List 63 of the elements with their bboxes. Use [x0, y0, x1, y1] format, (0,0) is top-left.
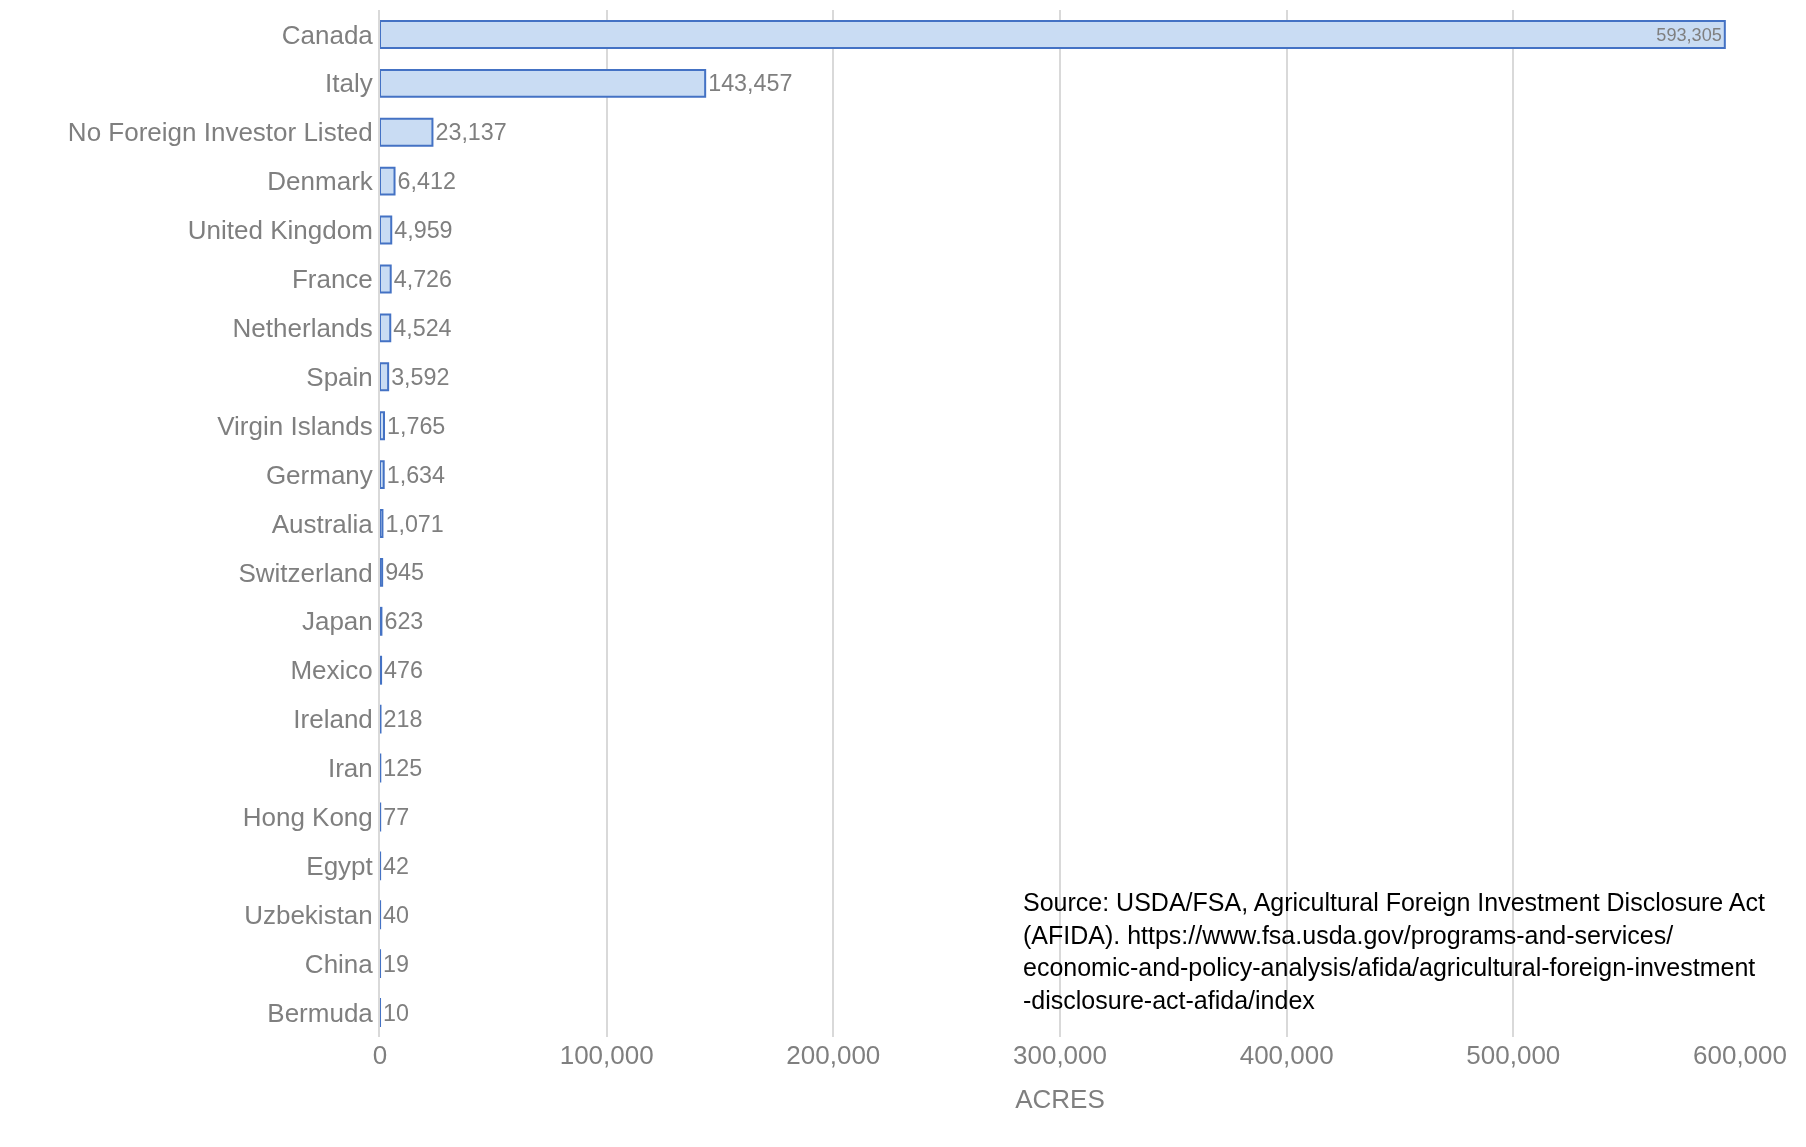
x-tick-label: 600,000 — [1693, 1040, 1787, 1070]
data-label: 19 — [383, 950, 409, 977]
data-label: 623 — [384, 608, 424, 635]
y-tick-label: Iran — [327, 753, 373, 784]
x-tick-label: 500,000 — [1466, 1040, 1561, 1070]
y-tick-label: Hong Kong — [242, 802, 373, 833]
y-tick-label: Uzbekistan — [244, 899, 373, 930]
y-tick-label: Australia — [271, 508, 374, 539]
data-label: 1,634 — [386, 461, 446, 488]
data-label: 3,592 — [391, 363, 450, 390]
data-label: 10 — [383, 999, 409, 1026]
x-tick-label: 200,000 — [786, 1040, 881, 1070]
bar — [380, 411, 385, 441]
x-axis-title: ACRES — [1015, 1083, 1105, 1114]
data-label: 476 — [384, 657, 423, 684]
bar — [380, 362, 390, 392]
bar — [380, 68, 707, 98]
x-tick-label: 0 — [372, 1040, 388, 1070]
bar — [380, 460, 385, 490]
x-tick-label: 100,000 — [559, 1040, 654, 1070]
y-tick-label: China — [304, 948, 374, 979]
x-tick-label: 400,000 — [1239, 1040, 1334, 1070]
y-tick-label: Netherlands — [232, 312, 373, 343]
data-label: 77 — [383, 804, 410, 830]
bar — [380, 313, 392, 343]
y-tick-label: Denmark — [267, 166, 374, 197]
y-tick-label: Italy — [325, 68, 373, 99]
x-tick-label: 300,000 — [1013, 1040, 1107, 1070]
data-label: 945 — [385, 559, 425, 586]
y-tick-label: Switzerland — [238, 557, 373, 588]
data-label: 143,457 — [708, 70, 793, 97]
data-label: 1,765 — [387, 412, 446, 439]
y-tick-label: Mexico — [290, 655, 373, 686]
data-label: 4,726 — [393, 266, 453, 293]
bar — [380, 215, 393, 245]
y-tick-label: Ireland — [293, 704, 373, 735]
data-label: 23,137 — [435, 119, 507, 146]
y-tick-label: Virgin Islands — [217, 410, 373, 441]
data-label: 593,305 — [1656, 24, 1722, 45]
y-tick-label: Spain — [306, 361, 373, 392]
y-tick-label: No Foreign Investor Listed — [67, 117, 373, 148]
y-tick-label: France — [291, 264, 373, 295]
y-tick-label: Canada — [281, 19, 374, 50]
y-tick-label: Bermuda — [267, 997, 374, 1028]
data-label: 4,959 — [394, 217, 453, 244]
y-tick-label: United Kingdom — [187, 215, 373, 246]
data-label: 125 — [383, 755, 423, 782]
bar — [380, 20, 1726, 49]
bar — [380, 509, 384, 538]
annotation: Source: USDA/FSA, Agricultural Foreign Investment Disclosure Act (AFIDA). https://www.fsa.usda.gov/programs-and-services/ economic-and-policy-analysis/afida/agricultural-foreign-investment -disclosure-act-afida/index — [1023, 888, 1766, 1014]
data-label: 40 — [383, 901, 410, 928]
data-label: 1,071 — [385, 510, 444, 537]
data-label: 4,524 — [393, 314, 452, 341]
bar — [380, 557, 384, 587]
bar — [380, 117, 434, 147]
data-label: 42 — [383, 852, 410, 879]
bar — [380, 166, 396, 196]
bar — [380, 264, 392, 294]
data-label: 6,412 — [397, 168, 456, 195]
y-tick-label: Japan — [301, 606, 373, 637]
y-tick-label: Egypt — [306, 850, 374, 881]
data-label: 218 — [383, 706, 423, 733]
y-tick-label: Germany — [265, 459, 373, 490]
